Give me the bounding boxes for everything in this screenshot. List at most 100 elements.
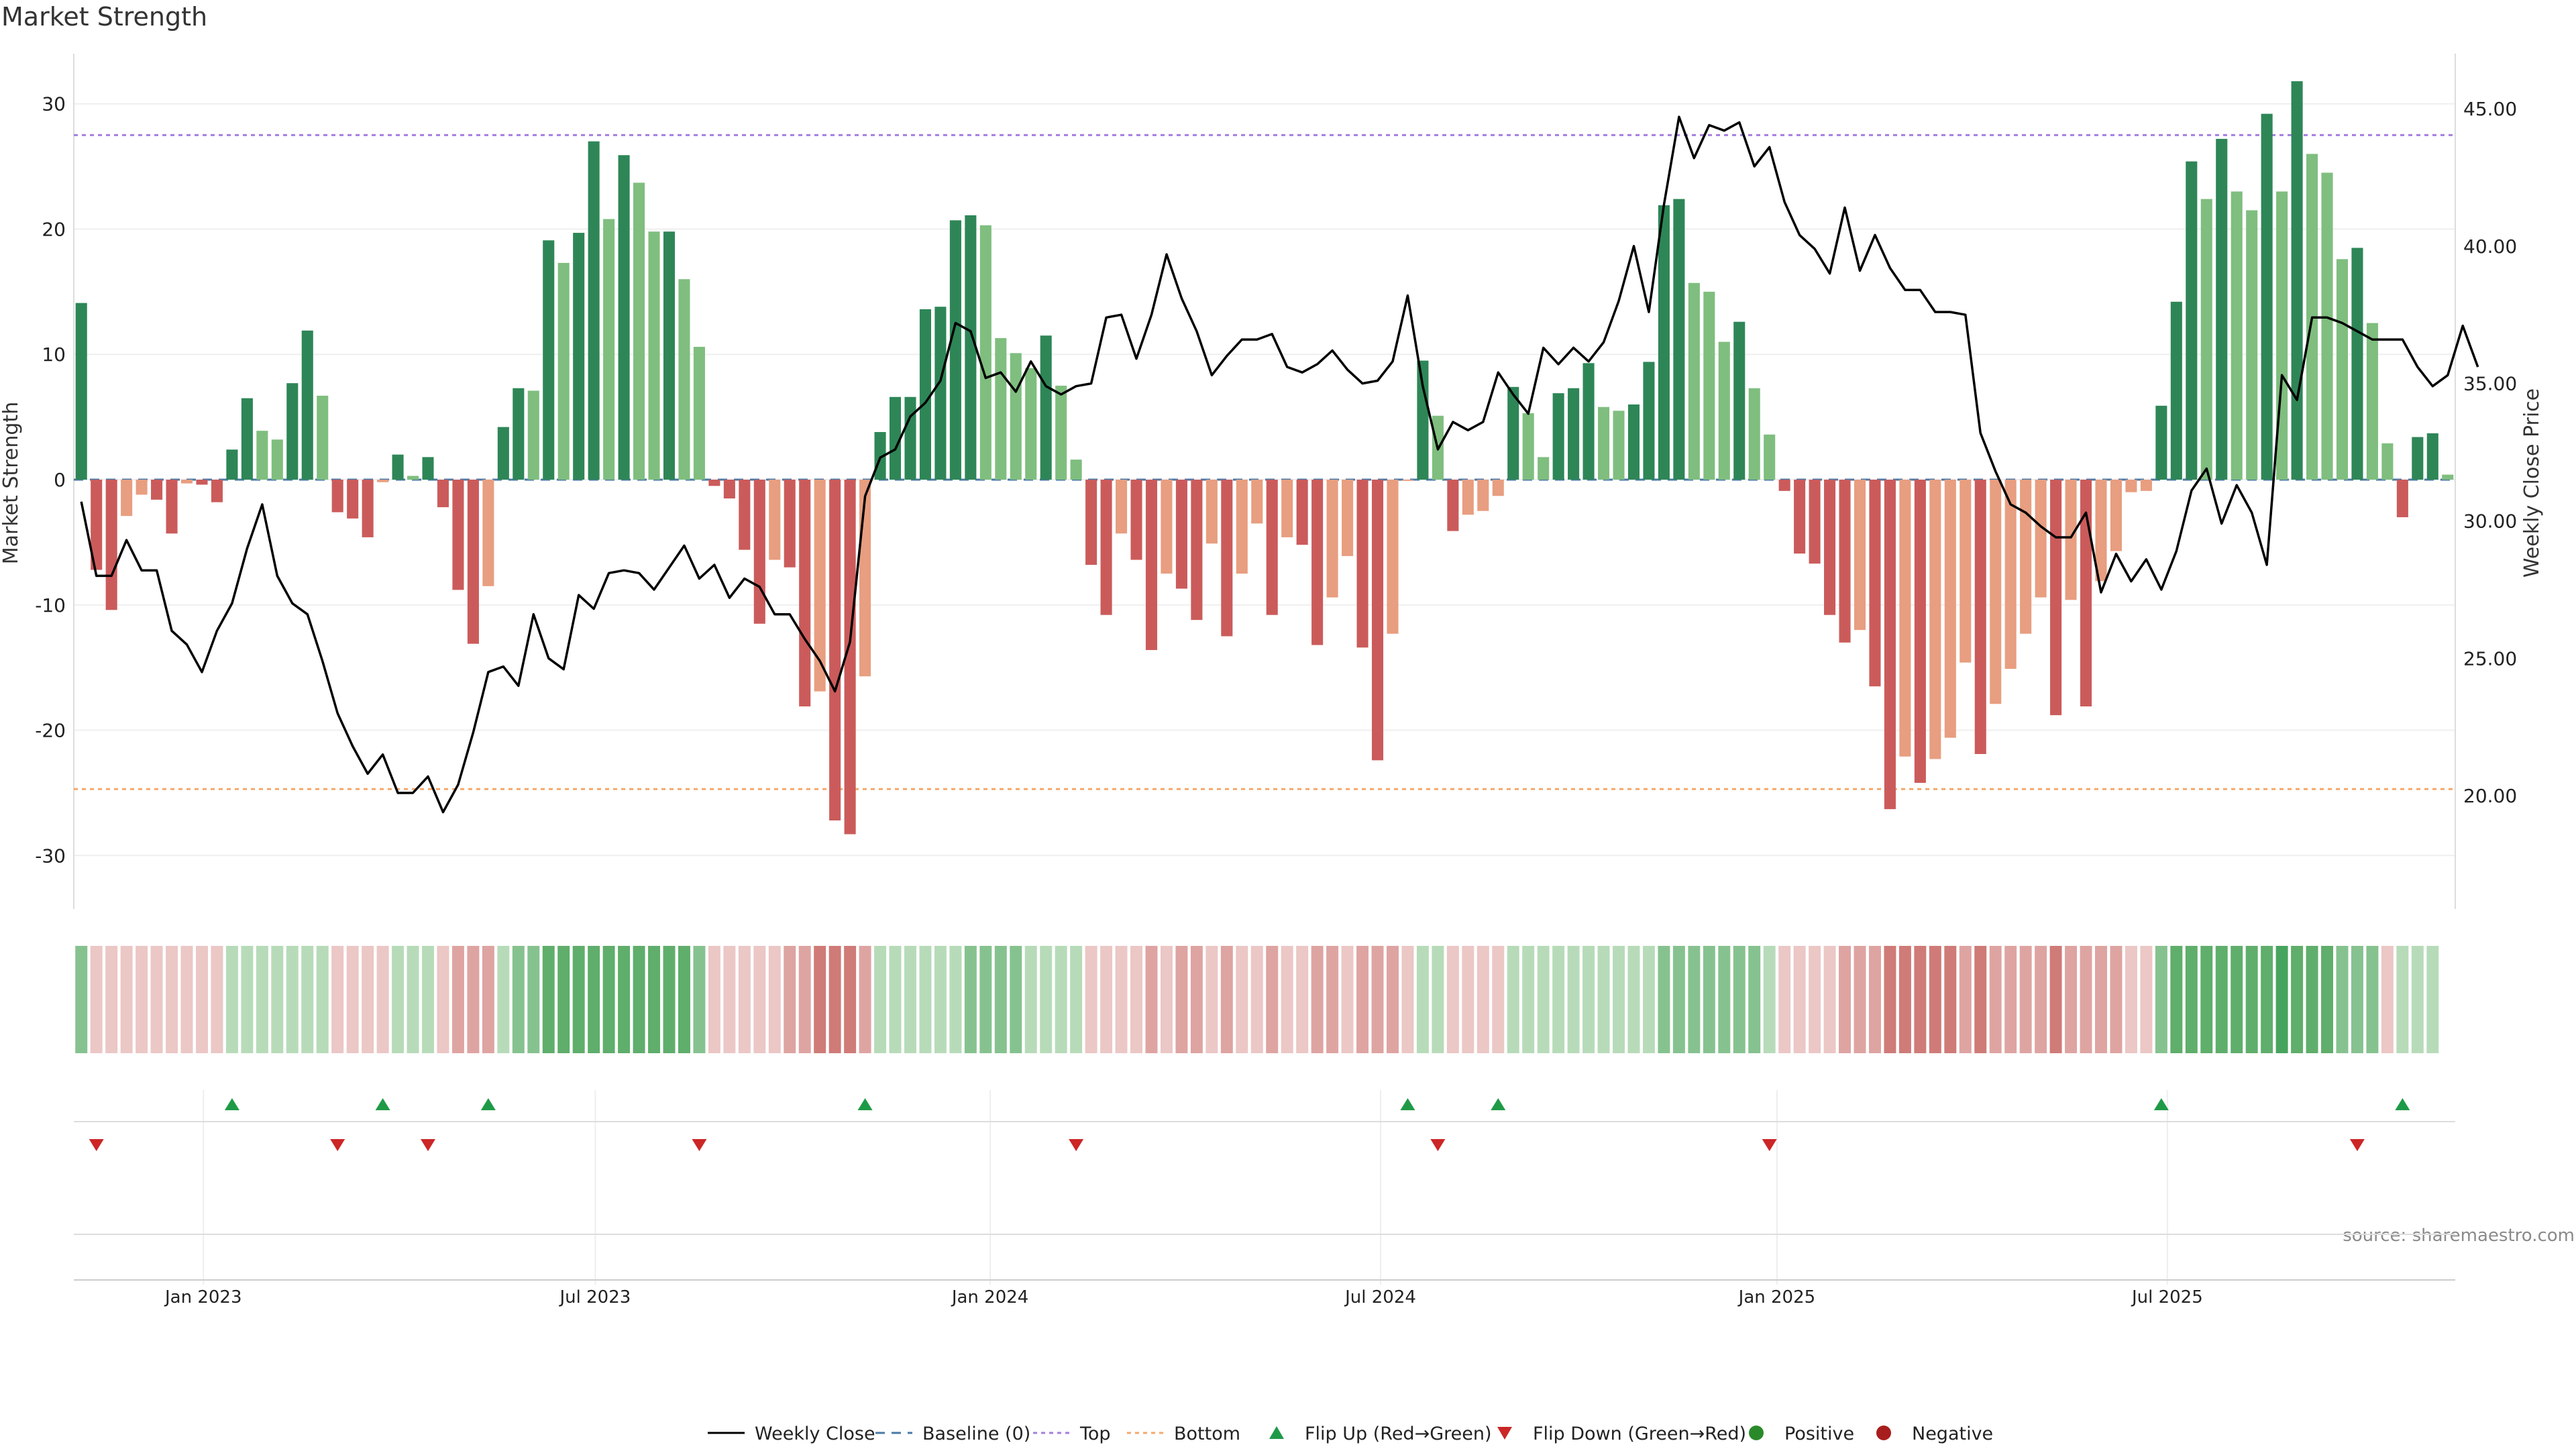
strength-bar xyxy=(2035,480,2047,598)
strength-bar xyxy=(919,309,931,480)
heat-band-cell xyxy=(1356,946,1369,1053)
heat-band-cell xyxy=(738,946,751,1053)
strength-bar xyxy=(452,480,464,590)
heat-band-cell xyxy=(256,946,268,1053)
heat-band-cell xyxy=(1010,946,1022,1053)
strength-bar xyxy=(1914,480,1926,783)
heat-band-cell xyxy=(2200,946,2213,1053)
strength-bar xyxy=(1899,480,1911,757)
strength-bar xyxy=(256,431,268,480)
heat-band-cell xyxy=(934,946,947,1053)
heat-band-cell xyxy=(2426,946,2439,1053)
heat-band-cell xyxy=(422,946,434,1053)
x-tick-label: Jul 2024 xyxy=(1344,1287,1416,1307)
y2-tick-label: 20.00 xyxy=(2463,785,2517,807)
strength-bar xyxy=(1401,480,1413,481)
heat-band-cell xyxy=(1658,946,1670,1053)
legend-label: Weekly Close xyxy=(755,1424,875,1444)
strength-bar xyxy=(2261,113,2273,480)
legend-item-positive: Positive xyxy=(1749,1424,1854,1444)
strength-bar xyxy=(286,383,299,480)
y-axis-label: Market Strength xyxy=(0,402,23,564)
strength-bar xyxy=(889,396,902,480)
legend-label: Flip Down (Green→Red) xyxy=(1533,1424,1746,1444)
strength-bar xyxy=(708,480,720,486)
heat-band-cell xyxy=(693,946,706,1053)
strength-bar xyxy=(1266,480,1278,615)
strength-bar xyxy=(693,347,705,480)
heat-band-cell xyxy=(1160,946,1173,1053)
strength-bar xyxy=(1130,480,1142,560)
strength-bar xyxy=(1191,480,1203,621)
heat-band-cell xyxy=(1281,946,1293,1053)
heat-band-cell xyxy=(1507,946,1519,1053)
heat-band-cell xyxy=(2095,946,2107,1053)
legend-swatch-flip-down xyxy=(1497,1427,1512,1440)
legend-label: Flip Up (Red→Green) xyxy=(1305,1424,1492,1444)
heat-band-cell xyxy=(2366,946,2379,1053)
heat-band-cell xyxy=(1582,946,1595,1053)
strength-bar xyxy=(527,390,539,480)
y2-tick-label: 25.00 xyxy=(2463,647,2517,669)
heat-band-cell xyxy=(1220,946,1233,1053)
legend-swatch-flip-up xyxy=(1269,1426,1284,1439)
heat-band-cell xyxy=(1401,946,1414,1053)
heat-band-cell xyxy=(2245,946,2258,1053)
heat-band-cell xyxy=(1205,946,1218,1053)
heat-band-cell xyxy=(602,946,615,1053)
strength-bar xyxy=(347,480,359,519)
strength-bar xyxy=(166,480,178,534)
heat-band-cell xyxy=(663,946,676,1053)
strength-bar xyxy=(859,480,871,677)
heat-band-cell xyxy=(2381,946,2394,1053)
heat-band-cell xyxy=(1914,946,1927,1053)
heat-band-cell xyxy=(497,946,510,1053)
strength-bar xyxy=(482,480,494,586)
heat-band-cell xyxy=(331,946,344,1053)
heat-band-cell xyxy=(1839,946,1851,1053)
heat-band-cell xyxy=(211,946,223,1053)
strength-bar xyxy=(2186,161,2198,480)
strength-bar xyxy=(1568,388,1580,480)
heat-band-cell xyxy=(2231,946,2243,1053)
heat-band-cell xyxy=(2065,946,2078,1053)
legend-label: Bottom xyxy=(1174,1424,1240,1444)
strength-bar xyxy=(844,480,856,835)
heat-band-cell xyxy=(1386,946,1399,1053)
heat-band-cell xyxy=(1974,946,1987,1053)
x-tick-label: Jul 2025 xyxy=(2131,1287,2203,1307)
heat-band-cell xyxy=(2140,946,2153,1053)
heat-band-cell xyxy=(768,946,781,1053)
flip-up-marker xyxy=(480,1098,496,1110)
source-label: source: sharemaestro.com xyxy=(2343,1226,2575,1246)
heat-band-cell xyxy=(1446,946,1459,1053)
heat-band-cell xyxy=(1266,946,1279,1053)
strength-bar xyxy=(377,480,389,482)
strength-bar xyxy=(1974,480,1986,755)
weekly-close-series xyxy=(80,115,2479,814)
grid-lines xyxy=(74,103,2455,1285)
strength-bar xyxy=(1477,480,1489,511)
strength-bar xyxy=(1582,363,1595,480)
strength-bar xyxy=(1010,353,1022,480)
heat-band-cell xyxy=(376,946,389,1053)
legend-item-flip_up: Flip Up (Red→Green) xyxy=(1269,1424,1492,1444)
heat-band-cell xyxy=(1567,946,1580,1053)
heat-band-cell xyxy=(1130,946,1143,1053)
strength-bar xyxy=(1794,480,1806,554)
strength-bar xyxy=(271,439,283,480)
heat-band-cell xyxy=(467,946,480,1053)
strength-bar xyxy=(784,480,796,568)
strength-bar xyxy=(1040,335,1052,480)
heat-band-cell xyxy=(1898,946,1911,1053)
strength-bar xyxy=(557,262,570,480)
strength-bar xyxy=(1733,321,1746,480)
y-tick-label: -20 xyxy=(35,720,66,742)
heat-band-cell xyxy=(512,946,525,1053)
heat-band-cell xyxy=(1884,946,1896,1053)
heat-band-cell xyxy=(407,946,419,1053)
strength-bar xyxy=(105,480,117,610)
heat-band-cell xyxy=(784,946,796,1053)
legend-item-baseline: Baseline (0) xyxy=(875,1424,1030,1444)
strength-bar xyxy=(2125,480,2137,492)
